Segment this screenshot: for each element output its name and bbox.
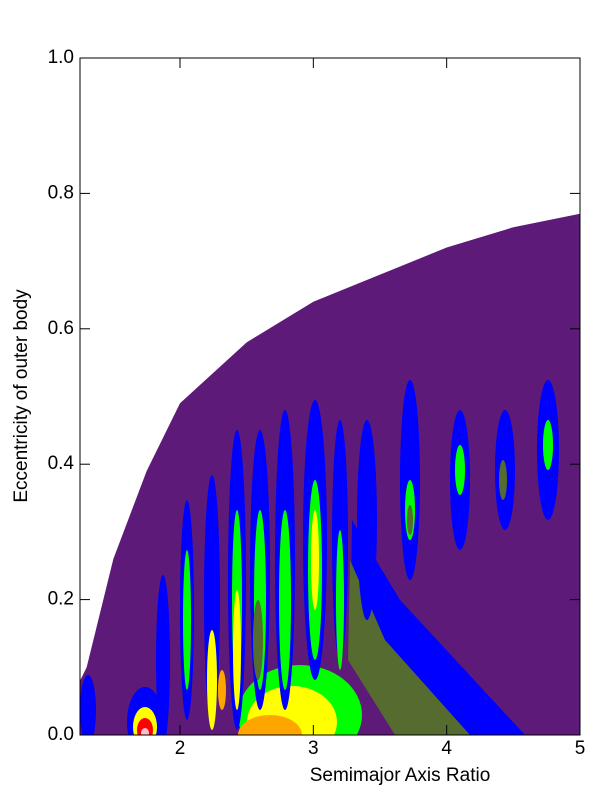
y-axis-label: Eccentricity of outer body (11, 289, 32, 503)
x-tick-label: 4 (441, 738, 452, 759)
x-tick-label: 2 (175, 738, 186, 759)
y-tick-label: 0.0 (48, 724, 74, 745)
x-axis-label: Semimajor Axis Ratio (310, 765, 491, 786)
x-tick-label: 3 (308, 738, 319, 759)
y-tick-label: 0.8 (48, 182, 74, 203)
contour-levels (80, 380, 559, 735)
x-tick-label: 5 (575, 738, 586, 759)
plot-frame (79, 57, 581, 736)
y-tick-label: 0.2 (48, 589, 74, 610)
y-tick-label: 0.4 (48, 453, 75, 474)
y-tick-label: 1.0 (48, 47, 74, 68)
axes: 2 3 4 5 0.0 0.2 0.4 0.6 0.8 1.0 (48, 47, 586, 759)
y-tick-label: 0.6 (48, 318, 74, 339)
